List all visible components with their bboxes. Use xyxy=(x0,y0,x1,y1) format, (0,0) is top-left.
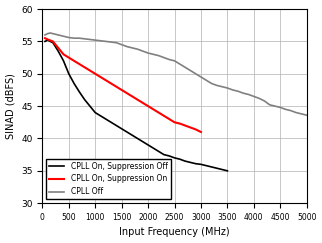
CPLL On, Suppression Off xyxy=(46,39,50,42)
Legend: CPLL On, Suppression Off, CPLL On, Suppression On, CPLL Off: CPLL On, Suppression Off, CPLL On, Suppr… xyxy=(46,159,171,199)
CPLL On, Suppression Off xyxy=(125,130,129,133)
CPLL Off xyxy=(299,113,303,115)
CPLL On, Suppression Off xyxy=(136,137,139,140)
CPLL On, Suppression On xyxy=(146,105,150,108)
CPLL Off xyxy=(62,35,65,38)
Line: CPLL On, Suppression Off: CPLL On, Suppression Off xyxy=(45,40,227,171)
CPLL On, Suppression Off xyxy=(220,168,224,171)
CPLL On, Suppression Off xyxy=(141,140,145,143)
CPLL On, Suppression Off xyxy=(157,150,161,153)
CPLL On, Suppression Off xyxy=(215,167,219,170)
CPLL On, Suppression Off xyxy=(188,161,192,164)
CPLL Off xyxy=(130,46,134,49)
Y-axis label: SINAD (dBFS): SINAD (dBFS) xyxy=(5,73,15,139)
CPLL On, Suppression On xyxy=(88,69,92,72)
CPLL On, Suppression On xyxy=(178,122,182,125)
CPLL On, Suppression On xyxy=(173,121,176,124)
CPLL On, Suppression Off xyxy=(109,121,113,124)
CPLL On, Suppression Off xyxy=(178,158,182,161)
CPLL On, Suppression On xyxy=(199,130,203,133)
CPLL On, Suppression On xyxy=(104,79,108,82)
CPLL On, Suppression On xyxy=(83,66,87,69)
CPLL On, Suppression On xyxy=(114,85,118,88)
CPLL On, Suppression Off xyxy=(146,143,150,146)
CPLL On, Suppression On xyxy=(77,63,81,66)
CPLL On, Suppression Off xyxy=(93,111,97,114)
Line: CPLL On, Suppression On: CPLL On, Suppression On xyxy=(45,38,201,132)
CPLL On, Suppression Off xyxy=(114,124,118,127)
CPLL On, Suppression Off xyxy=(72,82,76,85)
CPLL On, Suppression Off xyxy=(88,105,92,108)
CPLL On, Suppression On xyxy=(56,46,60,49)
CPLL On, Suppression On xyxy=(188,126,192,129)
CPLL On, Suppression Off xyxy=(83,98,87,101)
CPLL On, Suppression On xyxy=(120,88,124,91)
CPLL On, Suppression Off xyxy=(56,50,60,52)
CPLL On, Suppression Off xyxy=(183,160,187,163)
CPLL On, Suppression Off xyxy=(199,163,203,166)
CPLL On, Suppression On xyxy=(183,124,187,127)
CPLL On, Suppression Off xyxy=(99,114,102,117)
CPLL Off xyxy=(93,39,97,42)
CPLL On, Suppression On xyxy=(43,37,47,40)
CPLL Off xyxy=(43,34,47,36)
CPLL On, Suppression Off xyxy=(77,90,81,93)
CPLL On, Suppression On xyxy=(125,92,129,95)
CPLL On, Suppression On xyxy=(130,95,134,98)
CPLL Off xyxy=(278,106,282,109)
CPLL On, Suppression Off xyxy=(104,118,108,121)
CPLL On, Suppression On xyxy=(151,108,155,111)
CPLL On, Suppression Off xyxy=(225,169,229,172)
CPLL On, Suppression Off xyxy=(120,127,124,130)
CPLL On, Suppression Off xyxy=(162,153,166,156)
CPLL On, Suppression Off xyxy=(62,59,65,62)
Line: CPLL Off: CPLL Off xyxy=(45,33,307,115)
CPLL On, Suppression On xyxy=(157,111,161,114)
CPLL Off xyxy=(77,37,81,40)
CPLL On, Suppression On xyxy=(167,118,171,121)
CPLL On, Suppression Off xyxy=(130,134,134,137)
CPLL On, Suppression On xyxy=(99,76,102,78)
CPLL Off xyxy=(305,114,308,117)
CPLL On, Suppression On xyxy=(141,101,145,104)
CPLL On, Suppression On xyxy=(62,53,65,56)
CPLL On, Suppression Off xyxy=(51,41,55,44)
CPLL On, Suppression On xyxy=(72,59,76,62)
CPLL On, Suppression On xyxy=(136,98,139,101)
CPLL On, Suppression Off xyxy=(43,40,47,43)
CPLL On, Suppression Off xyxy=(67,72,71,75)
CPLL On, Suppression Off xyxy=(210,165,213,168)
CPLL On, Suppression On xyxy=(109,82,113,85)
CPLL Off xyxy=(48,32,52,35)
CPLL On, Suppression On xyxy=(67,56,71,59)
CPLL On, Suppression Off xyxy=(173,156,176,159)
X-axis label: Input Frequency (MHz): Input Frequency (MHz) xyxy=(119,227,230,237)
CPLL On, Suppression On xyxy=(162,114,166,117)
CPLL On, Suppression On xyxy=(93,72,97,75)
CPLL On, Suppression On xyxy=(46,38,50,41)
CPLL On, Suppression On xyxy=(51,40,55,43)
CPLL On, Suppression Off xyxy=(194,162,198,165)
CPLL On, Suppression Off xyxy=(204,164,208,167)
CPLL On, Suppression Off xyxy=(151,147,155,150)
CPLL On, Suppression Off xyxy=(167,155,171,157)
CPLL On, Suppression On xyxy=(194,128,198,131)
